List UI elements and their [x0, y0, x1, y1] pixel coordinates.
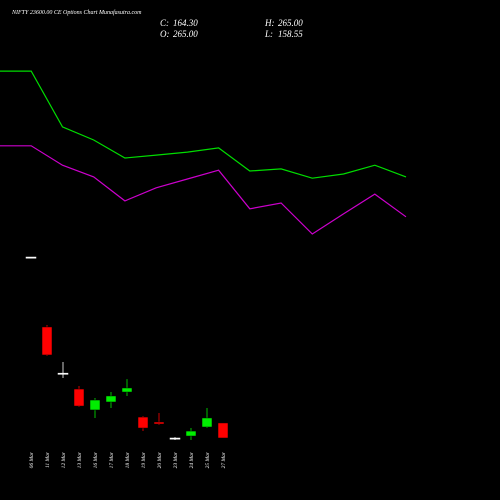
candle-body — [25, 256, 37, 259]
x-tick-label: 23 Mar — [173, 451, 179, 468]
x-tick-label: 27 Mar — [221, 451, 227, 468]
x-tick-label: 11 Mar — [45, 451, 51, 468]
indicator-line — [0, 145, 407, 235]
x-tick-label: 16 Mar — [93, 451, 99, 468]
x-tick-label: 18 Mar — [125, 451, 131, 468]
ohlc-key: O: — [160, 29, 170, 39]
x-tick-label: 13 Mar — [77, 451, 83, 468]
indicator-line — [0, 70, 407, 179]
candle-body — [169, 437, 181, 440]
x-tick-label: 12 Mar — [61, 451, 67, 468]
x-tick-label: 20 Mar — [157, 451, 163, 468]
ohlc-value: 265.00 — [278, 18, 303, 28]
candle-body — [41, 326, 53, 356]
candle-body — [201, 417, 213, 428]
candle-body — [89, 399, 101, 411]
chart-title: NIFTY 23600.00 CE Options Chart Munafasu… — [11, 9, 142, 16]
ohlc-value: 164.30 — [173, 18, 198, 28]
x-tick-label: 19 Mar — [141, 451, 147, 468]
ohlc-key: C: — [160, 18, 169, 28]
x-tick-label: 06 Mar — [29, 451, 35, 468]
ohlc-key: H: — [264, 18, 275, 28]
x-tick-label: 24 Mar — [188, 451, 195, 468]
x-tick-label: 25 Mar — [205, 451, 211, 468]
x-tick-label: 17 Mar — [109, 451, 115, 468]
candle-body — [105, 395, 117, 403]
candle-body — [137, 416, 149, 429]
ohlc-key: L: — [264, 29, 273, 39]
candle-body — [73, 388, 85, 407]
candle-body — [185, 430, 197, 437]
candle-body — [217, 422, 229, 439]
candle-body — [57, 372, 69, 375]
ohlc-value: 265.00 — [173, 29, 198, 39]
candle-body — [121, 387, 133, 393]
ohlc-value: 158.55 — [278, 29, 303, 39]
candle-body — [153, 421, 165, 425]
